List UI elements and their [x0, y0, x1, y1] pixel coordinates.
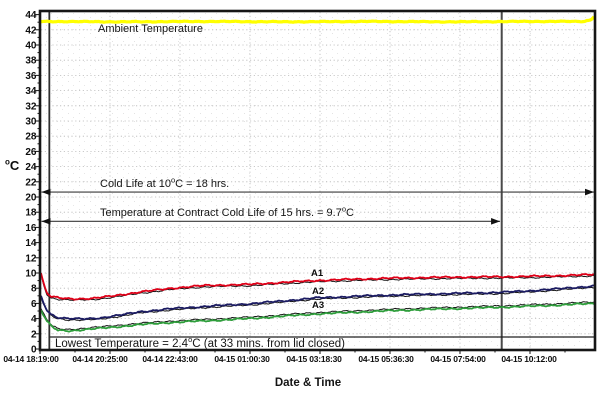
y-tick-label: 16 [25, 223, 37, 234]
x-tick-label: 04-15 10:12:00 [501, 354, 557, 364]
y-tick-label: 4 [31, 314, 37, 325]
y-tick-label: 26 [25, 147, 37, 158]
y-tick-label: 8 [31, 284, 37, 295]
y-tick-label: 38 [25, 56, 37, 67]
cold-life-annotation: Cold Life at 10oC = 18 hrs. [100, 175, 230, 190]
lowest-temperature-annotation: Lowest Temperature = 2.4oC (at 33 mins. … [55, 334, 345, 350]
x-tick-label: 04-15 05:36:30 [358, 354, 414, 364]
y-tick-label: 24 [25, 162, 37, 173]
x-tick-label: 04-15 07:54:00 [430, 354, 486, 364]
series-label-a2: A2 [312, 286, 325, 297]
x-tick-label: 04-14 22:43:00 [142, 354, 198, 364]
cold-life-arrow-left-head [41, 188, 51, 196]
y-tick-label: 6 [31, 299, 37, 310]
x-tick-label: 04-15 01:00:30 [214, 354, 270, 364]
series-a1-line [41, 272, 594, 301]
series-a3-line [41, 302, 594, 333]
x-tick-labels: 04-14 18:19:00 04-14 20:25:00 04-14 22:43:… [3, 354, 557, 364]
y-tick-label: 44 [25, 10, 37, 21]
ambient-temperature-annotation: Ambient Temperature [98, 23, 203, 35]
y-tick-label: 0 [31, 345, 37, 356]
contract-cold-life-annotation: Temperature at Contract Cold Life of 15 … [100, 204, 354, 219]
x-tick-label: 04-15 03:18:30 [286, 354, 342, 364]
y-tick-label: 36 [25, 71, 37, 82]
y-tick-label: 18 [25, 208, 37, 219]
y-tick-label: 2 [31, 329, 37, 340]
y-tick-label: 20 [25, 193, 37, 204]
x-axis-label: Date & Time [274, 377, 342, 389]
series-a2-line [41, 284, 594, 321]
plot-border [38, 9, 597, 352]
y-tick-label: 32 [25, 101, 37, 112]
y-tick-label: 28 [25, 132, 37, 143]
y-tick-label: 40 [25, 41, 37, 52]
y-tick-label: 12 [25, 253, 37, 264]
contract-arrow-left-head [41, 218, 51, 225]
series-ambient-line [41, 15, 594, 24]
x-tick-label: 04-14 20:25:00 [72, 354, 128, 364]
y-tick-label: 30 [25, 117, 37, 128]
y-tick-label: 42 [25, 25, 37, 36]
y-tick-label: 10 [25, 269, 37, 280]
y-tick-label: 22 [25, 177, 37, 188]
ambient-temperature-text: Ambient Temperature [98, 23, 203, 35]
y-tick-label: 14 [25, 238, 37, 249]
series-label-a3: A3 [312, 300, 325, 311]
contract-arrow-right-head [491, 218, 501, 225]
cold-life-arrow-right-head [585, 188, 594, 196]
cold-life-arrow [41, 188, 594, 196]
y-axis-label: oC [5, 157, 20, 173]
x-tick-label: 04-14 18:19:00 [3, 354, 59, 364]
contract-arrow [41, 218, 501, 225]
series-curves [41, 15, 594, 333]
series-label-a1: A1 [311, 268, 324, 279]
y-tick-labels: 0246810121416182022242628303234363840424… [25, 10, 37, 355]
y-tick-label: 34 [25, 86, 37, 97]
